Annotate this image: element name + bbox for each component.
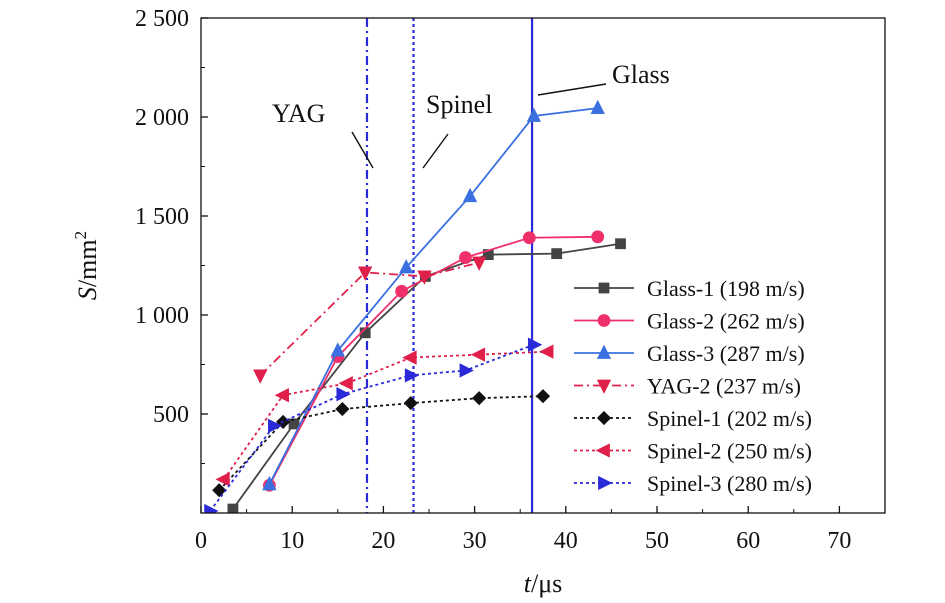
series-5 bbox=[212, 389, 551, 498]
legend-marker bbox=[596, 344, 612, 359]
data-point bbox=[395, 284, 409, 298]
data-point bbox=[338, 376, 353, 391]
data-point bbox=[330, 342, 345, 357]
data-point bbox=[462, 187, 478, 203]
y-axis-title: S/mm2 bbox=[71, 231, 102, 300]
legend-marker bbox=[598, 282, 610, 294]
data-point bbox=[336, 387, 351, 402]
legend-label: Glass-3 (287 m/s) bbox=[647, 341, 805, 366]
series-7 bbox=[204, 337, 543, 513]
series-layer bbox=[204, 99, 626, 513]
legend-item: Glass-3 (287 m/s) bbox=[574, 341, 805, 366]
data-point bbox=[591, 230, 605, 244]
y-tick-label: 2 000 bbox=[135, 105, 189, 131]
x-tick-label: 10 bbox=[280, 528, 304, 554]
series-6 bbox=[215, 344, 554, 487]
series-3 bbox=[262, 99, 605, 491]
annotations: YAG Spinel Glass bbox=[272, 60, 670, 169]
series-4 bbox=[253, 256, 487, 384]
y-tick-label: 1 000 bbox=[135, 303, 189, 329]
data-point bbox=[215, 472, 230, 487]
data-point bbox=[526, 107, 542, 122]
x-tick-label: 50 bbox=[645, 528, 669, 554]
y-tick-label: 1 500 bbox=[135, 204, 189, 230]
legend-marker bbox=[596, 379, 612, 394]
data-point bbox=[274, 388, 289, 403]
legend-label: Glass-1 (198 m/s) bbox=[647, 276, 805, 301]
legend-item: YAG-2 (237 m/s) bbox=[574, 374, 801, 399]
legend-label: Spinel-2 (250 m/s) bbox=[647, 439, 812, 464]
annotation-spinel: Spinel bbox=[426, 90, 492, 119]
x-tick-label: 60 bbox=[736, 528, 760, 554]
legend-marker bbox=[598, 475, 613, 491]
data-point bbox=[403, 396, 418, 411]
x-tick-label: 30 bbox=[463, 528, 487, 554]
legend: Glass-1 (198 m/s) Glass-2 (262 m/s) Glass-… bbox=[574, 276, 812, 496]
legend-item: Glass-2 (262 m/s) bbox=[574, 309, 805, 334]
data-point bbox=[404, 368, 420, 383]
annotation-leader bbox=[351, 131, 374, 169]
data-point bbox=[262, 475, 277, 491]
data-point bbox=[402, 350, 417, 365]
data-point bbox=[335, 401, 350, 417]
x-tick-label: 20 bbox=[371, 528, 395, 554]
annotation-glass: Glass bbox=[612, 60, 670, 89]
legend-item: Spinel-1 (202 m/s) bbox=[574, 406, 812, 431]
series-line bbox=[218, 395, 544, 491]
series-line bbox=[232, 242, 621, 510]
data-point bbox=[590, 99, 605, 114]
legend-marker bbox=[597, 314, 611, 327]
legend-label: Spinel-3 (280 m/s) bbox=[647, 471, 812, 496]
data-point bbox=[204, 503, 219, 513]
data-point bbox=[551, 248, 563, 260]
data-point bbox=[459, 251, 472, 264]
data-point bbox=[535, 389, 551, 404]
x-tick-label: 40 bbox=[554, 528, 578, 554]
axes: 0 10 20 30 40 50 60 70 500 1 000 1 500 2 000 2 500 t/… bbox=[71, 6, 886, 598]
legend-item: Spinel-3 (280 m/s) bbox=[574, 471, 812, 496]
legend-label: YAG-2 (237 m/s) bbox=[647, 374, 801, 399]
data-point bbox=[472, 256, 487, 271]
legend-item: Spinel-2 (250 m/s) bbox=[574, 439, 812, 464]
data-point bbox=[522, 231, 536, 245]
data-point bbox=[253, 369, 268, 384]
data-point bbox=[615, 238, 626, 250]
series-line bbox=[209, 343, 535, 512]
data-point bbox=[212, 483, 227, 498]
annotation-leader bbox=[537, 83, 607, 96]
series-2 bbox=[262, 230, 605, 492]
data-point bbox=[459, 363, 474, 378]
legend-label: Glass-2 (262 m/s) bbox=[647, 309, 805, 334]
data-point bbox=[472, 391, 487, 406]
y-tick-label: 500 bbox=[153, 402, 189, 428]
series-line bbox=[223, 350, 548, 480]
legend-marker bbox=[596, 410, 612, 426]
y-tick-label: 2 500 bbox=[135, 6, 189, 32]
series-line bbox=[268, 107, 598, 485]
annotation-yag: YAG bbox=[272, 99, 325, 128]
x-tick-label: 0 bbox=[195, 528, 207, 554]
series-1 bbox=[227, 238, 626, 513]
data-point bbox=[399, 259, 414, 274]
data-point bbox=[358, 266, 373, 281]
series-line bbox=[259, 261, 480, 377]
x-tick-label: 70 bbox=[827, 528, 851, 554]
legend-label: Spinel-1 (202 m/s) bbox=[647, 406, 812, 431]
data-point bbox=[417, 270, 432, 285]
legend-item: Glass-1 (198 m/s) bbox=[574, 276, 805, 301]
x-axis-title: t/μs bbox=[524, 569, 563, 598]
data-point bbox=[227, 503, 239, 513]
annotation-leader bbox=[422, 133, 449, 169]
data-point bbox=[527, 337, 543, 352]
data-point bbox=[470, 347, 486, 362]
data-point bbox=[539, 344, 554, 359]
data-point bbox=[268, 418, 283, 434]
reference-lines bbox=[365, 18, 534, 513]
legend-marker bbox=[595, 443, 610, 458]
